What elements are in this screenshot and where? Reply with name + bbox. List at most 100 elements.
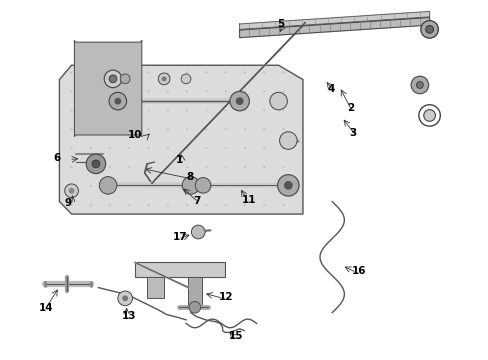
Circle shape — [128, 166, 130, 168]
FancyBboxPatch shape — [135, 262, 224, 277]
Text: 3: 3 — [348, 129, 356, 138]
Circle shape — [244, 71, 245, 73]
Circle shape — [263, 90, 264, 93]
Circle shape — [244, 166, 245, 168]
Circle shape — [282, 71, 284, 73]
Circle shape — [147, 204, 149, 206]
Circle shape — [205, 147, 207, 149]
Circle shape — [244, 90, 245, 93]
Polygon shape — [59, 65, 303, 214]
Circle shape — [90, 90, 92, 93]
Circle shape — [90, 166, 92, 168]
Circle shape — [244, 204, 245, 206]
FancyBboxPatch shape — [188, 277, 202, 307]
Circle shape — [114, 98, 121, 104]
Circle shape — [122, 296, 128, 301]
Circle shape — [90, 147, 92, 149]
Text: 15: 15 — [228, 331, 243, 341]
Text: 16: 16 — [351, 266, 366, 276]
Circle shape — [70, 109, 72, 111]
Circle shape — [205, 90, 207, 93]
Circle shape — [282, 204, 284, 206]
Circle shape — [147, 185, 149, 187]
Circle shape — [147, 166, 149, 168]
Circle shape — [224, 90, 226, 93]
Circle shape — [205, 204, 207, 206]
Circle shape — [282, 185, 284, 187]
Text: 14: 14 — [39, 303, 54, 314]
Circle shape — [118, 291, 132, 306]
Circle shape — [70, 71, 72, 73]
Polygon shape — [239, 12, 429, 30]
Circle shape — [109, 75, 117, 83]
Circle shape — [224, 128, 226, 130]
Circle shape — [425, 26, 433, 33]
Circle shape — [229, 91, 249, 111]
Circle shape — [128, 147, 130, 149]
Text: 4: 4 — [326, 84, 334, 94]
Text: 12: 12 — [218, 292, 233, 302]
Circle shape — [282, 90, 284, 93]
Circle shape — [205, 166, 207, 168]
Circle shape — [147, 71, 149, 73]
FancyBboxPatch shape — [74, 40, 142, 137]
Circle shape — [90, 71, 92, 73]
Circle shape — [224, 109, 226, 111]
Circle shape — [195, 177, 210, 193]
Circle shape — [263, 128, 264, 130]
Circle shape — [186, 185, 188, 187]
Circle shape — [104, 70, 122, 87]
Circle shape — [128, 71, 130, 73]
Circle shape — [70, 90, 72, 93]
Circle shape — [205, 71, 207, 73]
Text: 17: 17 — [172, 232, 186, 242]
FancyBboxPatch shape — [147, 277, 164, 298]
Circle shape — [166, 109, 168, 111]
Circle shape — [224, 166, 226, 168]
Circle shape — [166, 204, 168, 206]
Circle shape — [186, 147, 188, 149]
Circle shape — [282, 128, 284, 130]
Text: 1: 1 — [176, 155, 183, 165]
Circle shape — [166, 185, 168, 187]
Circle shape — [147, 128, 149, 130]
Circle shape — [68, 188, 74, 194]
Circle shape — [90, 109, 92, 111]
Circle shape — [205, 185, 207, 187]
Circle shape — [166, 71, 168, 73]
Circle shape — [188, 301, 200, 313]
Circle shape — [284, 181, 292, 190]
Circle shape — [128, 128, 130, 130]
Circle shape — [181, 74, 190, 84]
Text: 11: 11 — [242, 195, 256, 205]
Circle shape — [90, 204, 92, 206]
Circle shape — [224, 147, 226, 149]
Text: 2: 2 — [346, 103, 353, 113]
Circle shape — [90, 128, 92, 130]
Circle shape — [186, 204, 188, 206]
Text: 8: 8 — [185, 172, 193, 182]
Circle shape — [109, 92, 126, 110]
Polygon shape — [152, 22, 305, 184]
Circle shape — [109, 166, 111, 168]
Circle shape — [182, 177, 199, 194]
Circle shape — [263, 204, 264, 206]
Circle shape — [70, 204, 72, 206]
Circle shape — [205, 128, 207, 130]
Circle shape — [224, 71, 226, 73]
Circle shape — [423, 109, 434, 121]
Circle shape — [109, 71, 111, 73]
Circle shape — [109, 147, 111, 149]
Circle shape — [244, 109, 245, 111]
Circle shape — [90, 185, 92, 187]
Circle shape — [282, 109, 284, 111]
Circle shape — [244, 185, 245, 187]
Circle shape — [235, 97, 243, 105]
Circle shape — [70, 185, 72, 187]
Circle shape — [147, 90, 149, 93]
Circle shape — [263, 147, 264, 149]
Circle shape — [269, 92, 287, 110]
Circle shape — [263, 109, 264, 111]
Circle shape — [86, 154, 105, 174]
Circle shape — [147, 147, 149, 149]
